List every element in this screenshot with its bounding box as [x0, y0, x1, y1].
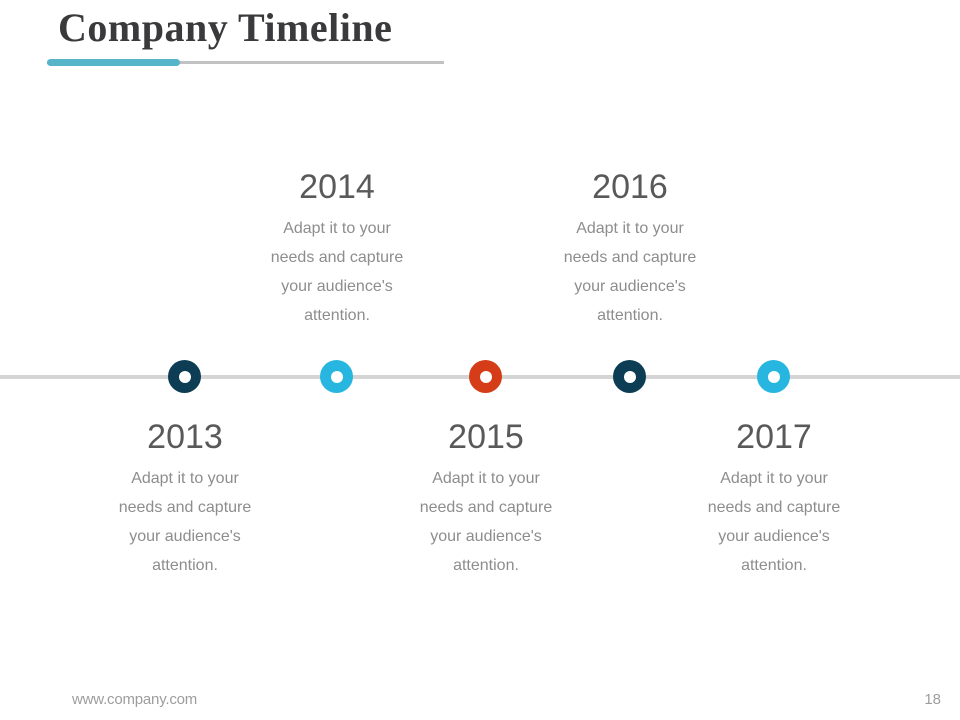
- year-label: 2013: [147, 418, 223, 456]
- footer-page-number: 18: [924, 691, 941, 708]
- timeline-marker-2013: [168, 360, 201, 393]
- timeline-entry-2015: 2015 Adapt it to your needs and capture …: [386, 416, 586, 580]
- timeline-marker-2017: [757, 360, 790, 393]
- entry-description: Adapt it to your needs and capture your …: [118, 470, 252, 574]
- timeline-entry-2013: 2013 Adapt it to your needs and capture …: [85, 416, 285, 580]
- year-label: 2016: [592, 168, 668, 206]
- entry-description: Adapt it to your needs and capture your …: [707, 470, 841, 574]
- timeline-entry-2016: 2016 Adapt it to your needs and capture …: [530, 166, 730, 330]
- timeline-entry-2017: 2017 Adapt it to your needs and capture …: [674, 416, 874, 580]
- entry-description: Adapt it to your needs and capture your …: [270, 220, 404, 324]
- marker-hole: [479, 370, 492, 383]
- footer-website: www.company.com: [72, 691, 198, 708]
- entry-description: Adapt it to your needs and capture your …: [563, 220, 697, 324]
- year-label: 2017: [736, 418, 812, 456]
- timeline-entry-2014: 2014 Adapt it to your needs and capture …: [237, 166, 437, 330]
- entry-description: Adapt it to your needs and capture your …: [419, 470, 553, 574]
- timeline-marker-2016: [613, 360, 646, 393]
- timeline-marker-2014: [320, 360, 353, 393]
- marker-hole: [330, 370, 343, 383]
- title-underline-rule: [47, 61, 444, 64]
- timeline-marker-2015: [469, 360, 502, 393]
- year-label: 2015: [448, 418, 524, 456]
- title-underline-accent: [47, 59, 180, 66]
- marker-hole: [767, 370, 780, 383]
- marker-hole: [178, 370, 191, 383]
- slide-title: Company Timeline: [58, 5, 393, 50]
- year-label: 2014: [299, 168, 375, 206]
- marker-hole: [623, 370, 636, 383]
